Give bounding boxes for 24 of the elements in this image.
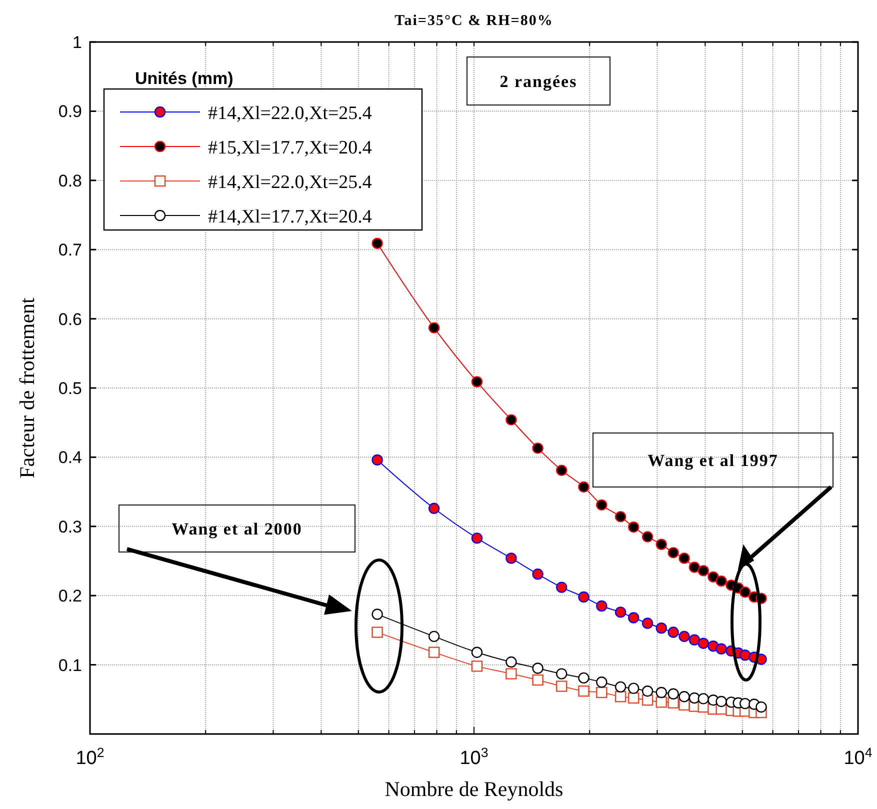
y-tick-label: 0.7: [58, 240, 82, 260]
legend-label: #14,Xl=17.7,Xt=20.4: [208, 206, 372, 228]
annotation: Wang et al 1997: [648, 451, 778, 470]
y-tick-label: 0.9: [58, 102, 82, 122]
legend-label: #14,Xl=22.0,Xt=25.4: [208, 172, 372, 193]
y-tick-label: 0.5: [58, 379, 82, 398]
y-tick-label: 0.3: [58, 517, 82, 536]
x-tick-label: 10$^{3}$: [460, 744, 488, 769]
chart-title: Tai=35°C & RH=80%: [394, 13, 554, 29]
y-tick-label: 0.2: [58, 586, 82, 606]
annotation: 2 rangées: [500, 72, 578, 91]
x-axis-title: Nombre de Reynolds: [384, 777, 564, 801]
y-tick-label: 0.8: [58, 171, 82, 190]
y-axis-title: Facteur de frottement: [15, 297, 39, 478]
annotation: Wang et al 2000: [172, 520, 302, 538]
legend-label: #14,Xl=22.0,Xt=25.4: [208, 103, 372, 124]
x-tick-label: 10$^{4}$: [844, 744, 872, 769]
y-tick-label: 0.6: [58, 310, 82, 329]
y-tick-label: 1: [72, 33, 82, 52]
y-tick-label: 0.4: [58, 448, 82, 468]
legend-label: #15,Xl=17.7,Xt=20.4: [208, 138, 372, 158]
x-tick-label: 10$^{2}$: [76, 744, 104, 769]
y-tick-label: 0.1: [58, 656, 82, 675]
legend-title: Unités (mm): [135, 69, 234, 88]
